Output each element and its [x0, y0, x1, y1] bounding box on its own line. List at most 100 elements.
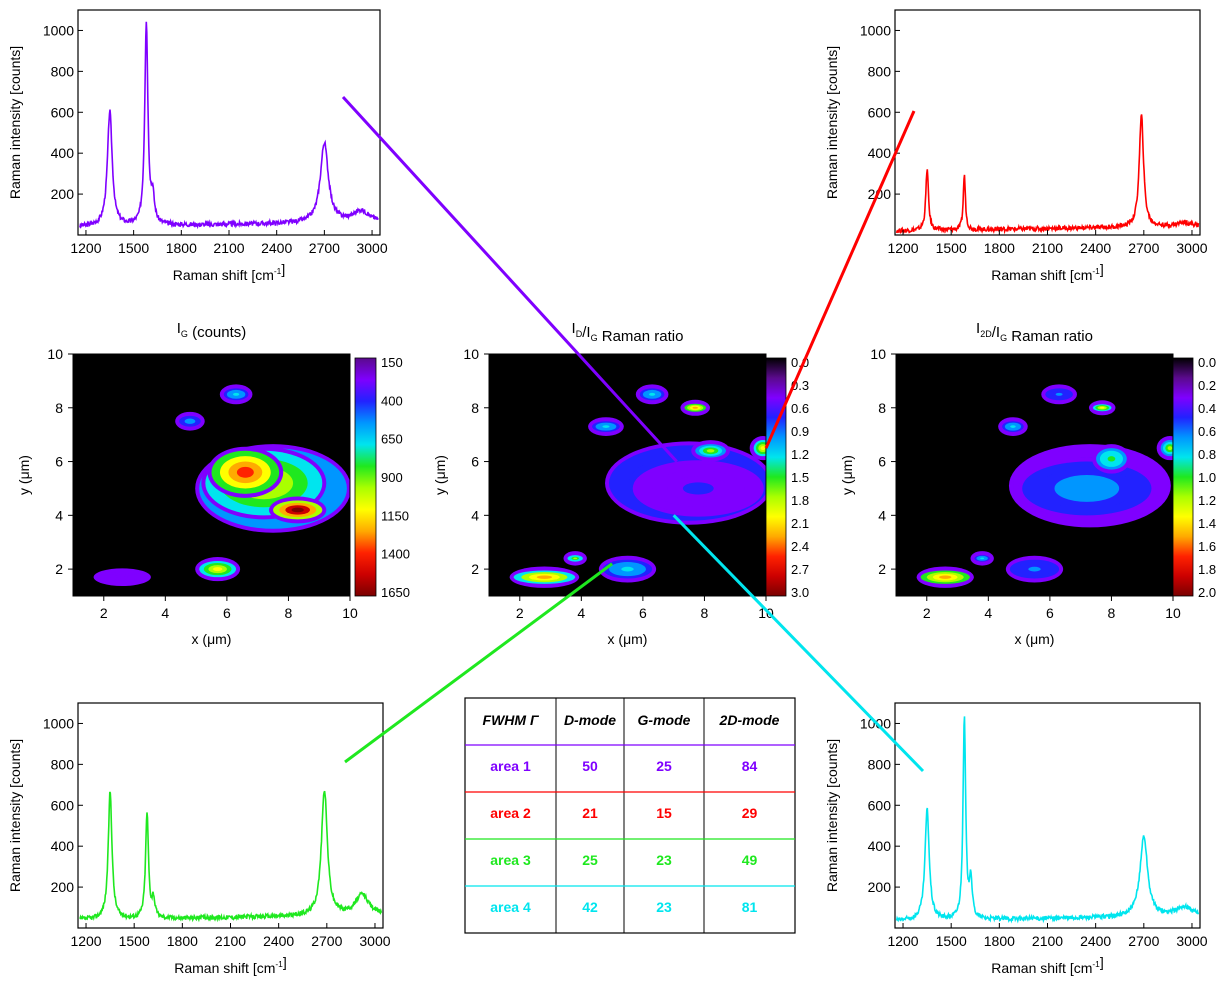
y-tick-label: 10 — [47, 346, 63, 362]
map-title: ID/IG Raman ratio — [572, 320, 684, 345]
spectrum-area3-trace — [79, 790, 383, 923]
map-ig-regions — [93, 384, 350, 587]
map-region — [1167, 446, 1173, 451]
spectrum-area2-trace — [895, 114, 1200, 235]
x-tick-label: 6 — [223, 605, 231, 621]
y-tick-label: 600 — [51, 797, 75, 813]
table-row-label: area 2 — [490, 805, 531, 821]
x-tick-label: 1500 — [936, 933, 967, 949]
table-header-cell: D-mode — [564, 712, 616, 728]
table-cell: 81 — [742, 899, 758, 915]
table-cell: 25 — [582, 852, 598, 868]
y-tick-label: 200 — [51, 186, 75, 202]
table-cell: 21 — [582, 805, 598, 821]
table-cell: 15 — [656, 805, 672, 821]
x-tick-label: 2100 — [1032, 933, 1063, 949]
map-i2d-ig-panel: 2 4 6 8 10 2 4 6 8 10 x (μm) y (μm) I2D/IG Raman rat… — [839, 320, 1216, 647]
map-region — [692, 406, 698, 409]
x-tick-label: 2400 — [1080, 933, 1111, 949]
y-tick-label: 4 — [471, 507, 479, 523]
y-tick-label: 800 — [51, 756, 75, 772]
spectrum-area1-panel: 1200 1500 1800 2100 2400 2700 3000 200 400 600 800… — [7, 9, 388, 283]
colorbar-tick-label: 0.9 — [791, 424, 809, 439]
map-region — [116, 575, 129, 579]
y-axis-label: Raman intensity [counts] — [824, 739, 840, 892]
x-axis-label: x (μm) — [1015, 631, 1055, 647]
map-region — [1070, 481, 1103, 496]
connector-spectrum-area4 — [672, 514, 925, 773]
y-axis-label: y (μm) — [839, 455, 855, 495]
y-axis-label: Raman intensity [counts] — [7, 46, 23, 199]
y-tick-label: 4 — [878, 507, 886, 523]
table-cell: 49 — [742, 852, 758, 868]
y-tick-label: 600 — [51, 104, 75, 120]
map-region — [706, 449, 715, 453]
map-ig-colorbar — [354, 357, 377, 597]
connector-spectrum-area2 — [764, 110, 916, 449]
panels-layer: 1200 1500 1800 2100 2400 2700 3000200400600800… — [7, 9, 1216, 976]
x-tick-label: 1500 — [119, 933, 150, 949]
map-region — [1028, 566, 1041, 572]
table-cell: 25 — [656, 758, 672, 774]
x-tick-label: 2700 — [1128, 933, 1159, 949]
map-ig-panel: 2 4 6 8 10 2 4 6 8 10 x (μm) y (μm) IG (counts) 150 40… — [16, 320, 410, 647]
x-tick-label: 10 — [758, 605, 774, 621]
table-row-label: area 4 — [490, 899, 531, 915]
y-tick-label: 6 — [471, 454, 479, 470]
colorbar-tick-label: 150 — [381, 355, 403, 370]
x-tick-label: 6 — [639, 605, 647, 621]
x-tick-label: 1800 — [167, 933, 198, 949]
x-tick-label: 10 — [342, 605, 358, 621]
y-axis-label: Raman intensity [counts] — [7, 739, 23, 892]
map-region — [682, 482, 714, 495]
map-region — [649, 392, 656, 396]
map-id-ig-panel: 2 4 6 8 10 2 4 6 8 10 x (μm) y (μm) ID/IG Raman rati… — [432, 320, 809, 647]
y-tick-label: 200 — [868, 186, 892, 202]
y-tick-label: 400 — [51, 838, 75, 854]
x-tick-label: 2 — [516, 605, 524, 621]
x-tick-label: 1200 — [887, 240, 918, 256]
fwhm-table: FWHM Γ D-mode G-mode 2D-mode area 1 50 25 84 are… — [464, 697, 796, 934]
colorbar-tick-label: 1400 — [381, 547, 410, 562]
colorbar-tick-label: 3.0 — [791, 585, 809, 600]
y-tick-label: 2 — [878, 561, 886, 577]
table-cell: 29 — [742, 805, 758, 821]
colorbar-tick-label: 1.6 — [1198, 539, 1216, 554]
y-tick-label: 2 — [55, 561, 63, 577]
y-tick-label: 1000 — [43, 715, 74, 731]
y-tick-label: 400 — [868, 838, 892, 854]
map-region — [1107, 456, 1116, 462]
map-i2d-ig-colorbar — [1172, 357, 1194, 597]
x-tick-label: 10 — [1165, 605, 1181, 621]
y-tick-label: 4 — [55, 507, 63, 523]
map-region — [233, 392, 240, 396]
colorbar-tick-label: 1150 — [381, 508, 409, 523]
x-tick-label: 2400 — [1080, 240, 1111, 256]
colorbar-tick-label: 1.8 — [791, 493, 809, 508]
x-tick-label: 2700 — [311, 933, 342, 949]
x-tick-label: 3000 — [1176, 240, 1207, 256]
table-cell: 50 — [582, 758, 598, 774]
y-axis-label: Raman intensity [counts] — [824, 46, 840, 199]
table-cell: 42 — [582, 899, 598, 915]
spectrum-area2-frame — [894, 9, 1201, 236]
y-axis-label: y (μm) — [432, 455, 448, 495]
map-region — [291, 507, 304, 513]
y-tick-label: 1000 — [43, 22, 74, 38]
x-tick-label: 3000 — [359, 933, 390, 949]
y-tick-label: 8 — [55, 400, 63, 416]
colorbar-tick-label: 0.6 — [1198, 424, 1216, 439]
spectrum-area1-trace — [79, 21, 379, 230]
x-tick-label: 2400 — [263, 933, 294, 949]
x-tick-label: 2 — [100, 605, 108, 621]
x-tick-label: 2 — [923, 605, 931, 621]
y-tick-label: 10 — [463, 346, 479, 362]
colorbar-tick-label: 1.0 — [1198, 470, 1216, 485]
map-region — [536, 575, 553, 579]
map-region — [1010, 425, 1016, 428]
x-tick-label: 1200 — [70, 240, 101, 256]
y-tick-label: 200 — [51, 879, 75, 895]
y-tick-label: 600 — [868, 797, 892, 813]
x-tick-label: 8 — [701, 605, 709, 621]
